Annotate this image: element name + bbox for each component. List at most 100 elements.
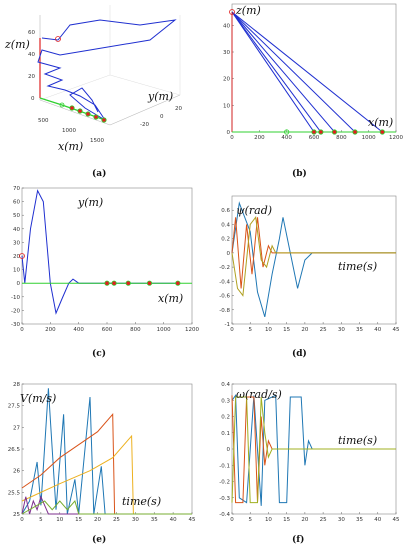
y-tick-label: 28 <box>13 382 20 388</box>
box-edge <box>39 74 111 101</box>
y-tick-label: 0.4 <box>221 222 230 228</box>
y-tick-label: -0.2 <box>219 265 230 271</box>
start-marker <box>55 36 61 42</box>
series-line-blue <box>37 19 177 121</box>
y-tick-label: -0.8 <box>219 308 230 314</box>
x-tick-label: 25 <box>320 517 327 523</box>
x-tick-label: 15 <box>283 517 290 523</box>
x-tick-label: 10 <box>265 327 272 333</box>
panel-d: 0 5 10 15 20 25 30 35 40 45 -1 -0.8 -0.6 -0.4 -0.2 0 0.2… <box>219 195 400 333</box>
y-tick-label: -0.6 <box>219 294 230 300</box>
x-axis-label: time(s) <box>338 434 377 447</box>
x-tick-label: 0 <box>20 327 24 333</box>
x-tick-label: 30 <box>338 517 345 523</box>
target-marker <box>125 280 131 286</box>
y-tick-label: -0.4 <box>219 279 230 285</box>
target-marker <box>104 280 110 286</box>
series-line <box>231 216 396 297</box>
y-tick-label: 26.5 <box>8 447 21 453</box>
y-tick-label: 30 <box>13 240 20 246</box>
x-tick-label: 20 <box>301 327 308 333</box>
caption-f: (f) <box>292 534 304 545</box>
y-axis-label: z(m) <box>235 4 261 17</box>
x-tick-label: 0 <box>230 327 234 333</box>
x-tick-label: 0 <box>230 517 234 523</box>
target-marker <box>331 129 338 135</box>
x-tick-label: 5 <box>248 327 252 333</box>
x-tick-label: 40 <box>374 517 381 523</box>
y-tick-label: -0.3 <box>219 496 230 502</box>
y-tick-label: -0.2 <box>219 480 230 486</box>
x-tick-label: 200 <box>254 135 265 141</box>
x-tick: 1500 <box>90 138 104 144</box>
y-tick-label: -10 <box>11 295 20 301</box>
target-marker <box>101 117 107 123</box>
series-line <box>21 189 178 315</box>
y-tick-label: 50 <box>13 213 20 219</box>
x-tick-label: 400 <box>73 327 84 333</box>
y-tick-label: 27 <box>13 425 20 431</box>
panel-b: 0 200 400 600 800 1000 1200 0 10 20 30 40 z(m) x(m) <box>223 3 403 141</box>
x-tick-label: 5 <box>248 517 252 523</box>
series-line <box>231 396 396 504</box>
y-axis-label: y(m) <box>147 90 173 103</box>
start-marker <box>19 253 25 259</box>
x-tick-label: 0 <box>20 517 24 523</box>
y-tick-label: 10 <box>13 268 20 274</box>
x-tick-label: 15 <box>283 327 290 333</box>
caption-a: (a) <box>92 168 106 179</box>
x-tick-label: 10 <box>265 517 272 523</box>
box-edge <box>109 74 181 96</box>
x-axis-label: time(s) <box>338 260 377 273</box>
y-tick: 0 <box>160 114 164 120</box>
z-tick: 60 <box>28 30 35 36</box>
x-tick-label: 15 <box>75 517 82 523</box>
panel-c: 0 200 400 600 800 1000 1200 -30 -20 -10 0 10 20 30 40 5… <box>11 186 199 333</box>
series-line <box>231 11 335 133</box>
y-tick-label: -1 <box>225 322 230 328</box>
x-tick-label: 400 <box>281 135 292 141</box>
target-marker <box>69 105 75 111</box>
x-tick: 1000 <box>62 128 76 134</box>
x-tick: 500 <box>38 118 49 124</box>
x-tick-label: 30 <box>338 327 345 333</box>
y-tick-label: 25 <box>13 512 20 518</box>
y-tick-label: 20 <box>13 254 20 260</box>
target-marker <box>311 129 317 135</box>
series-line <box>231 217 396 289</box>
x-tick-label: 1200 <box>389 135 403 141</box>
box-edge <box>109 94 181 126</box>
target-marker <box>111 280 117 286</box>
series-line <box>231 11 383 133</box>
y-axis-label: V(m/s) <box>20 392 56 405</box>
series-line <box>21 499 192 515</box>
caption-e: (e) <box>92 534 106 545</box>
x-tick-label: 1000 <box>157 327 171 333</box>
y-tick-label: 0.2 <box>221 237 230 243</box>
target-marker <box>379 129 385 135</box>
x-tick-label: 30 <box>132 517 139 523</box>
x-axis-label: x(m) <box>368 116 393 129</box>
x-tick-label: 25 <box>113 517 120 523</box>
x-tick-label: 200 <box>45 327 56 333</box>
x-tick-label: 40 <box>170 517 177 523</box>
x-tick-label: 35 <box>151 517 158 523</box>
y-tick-label: 40 <box>13 227 20 233</box>
x-tick-label: 40 <box>374 327 381 333</box>
y-tick-label: 60 <box>13 200 20 206</box>
series-line <box>21 495 192 515</box>
caption-c: (c) <box>92 348 106 359</box>
x-tick-label: 600 <box>309 135 320 141</box>
x-tick-label: 600 <box>102 327 113 333</box>
y-tick-label: -30 <box>11 322 20 328</box>
panel-f: 0 5 10 15 20 25 30 35 40 45 -0.4 -0.3 -0.2 -0.1 0 0.1 0.… <box>219 382 400 523</box>
y-tick-label: 0 <box>17 281 21 287</box>
x-tick-label: 20 <box>301 517 308 523</box>
x-axis-label: time(s) <box>122 495 161 508</box>
panel-a-3d-trajectory: 0 20 40 60 500 1000 1500 20 0 -20 z(m) y… <box>4 5 182 153</box>
series-line-green <box>39 97 106 121</box>
y-axis-label: y(m) <box>77 196 103 209</box>
series-line <box>231 11 322 133</box>
target-marker <box>318 129 324 135</box>
